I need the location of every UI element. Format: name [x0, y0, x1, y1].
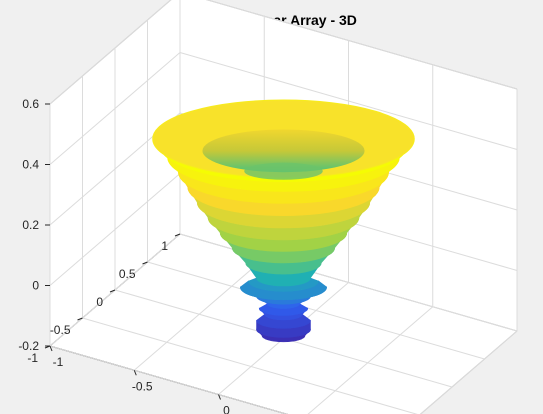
tick-labels: -1-0.500.5110.50-0.5-10.60.40.20-0.2: [18, 97, 230, 414]
x-tick-mark: [49, 345, 53, 352]
y-tick-mark: [77, 317, 83, 321]
y-tick-label: -0.5: [50, 323, 71, 337]
y-tick-mark: [142, 261, 148, 265]
z-tick-label: -0.2: [18, 339, 39, 353]
z-tick-label: 0.4: [22, 158, 39, 172]
x-tick-label: -0.5: [132, 379, 153, 393]
x-tick-label: -1: [53, 355, 64, 369]
y-tick-label: 0: [96, 295, 103, 309]
bowl-interior: [202, 129, 365, 173]
radiation-pattern-surface: [152, 99, 415, 343]
y-tick-mark: [174, 233, 181, 237]
z-tick-label: 0.6: [22, 97, 39, 111]
grid-line: [49, 0, 172, 105]
z-tick-label: 0: [32, 279, 39, 293]
y-tick-label: -1: [27, 351, 38, 365]
x-tick-mark: [133, 370, 137, 376]
grid-line: [49, 173, 181, 286]
grid-line: [205, 0, 518, 90]
grid-line: [179, 52, 518, 150]
y-tick-label: 1: [161, 239, 168, 253]
y-tick-label: 0.5: [119, 267, 136, 281]
grid-line: [82, 317, 418, 414]
x-tick-label: 0: [223, 404, 230, 414]
grid-line: [49, 52, 181, 165]
bowl-interior-bottom: [244, 162, 323, 180]
grid-line: [147, 261, 485, 360]
y-tick-mark: [109, 289, 116, 293]
x-tick-mark: [218, 394, 221, 400]
z-tick-label: 0.2: [22, 218, 39, 232]
